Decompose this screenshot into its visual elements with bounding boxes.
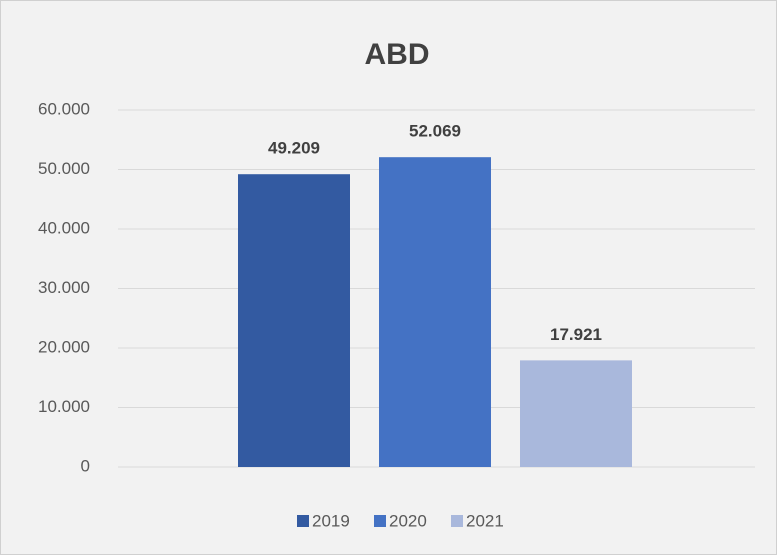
y-tick-label: 40.000 — [38, 218, 90, 237]
legend-label: 2021 — [466, 511, 504, 530]
y-tick-label: 10.000 — [38, 397, 90, 416]
legend-label: 2020 — [389, 511, 427, 530]
legend-swatch — [374, 515, 386, 527]
bar — [238, 174, 350, 467]
y-tick-label: 0 — [81, 456, 90, 475]
y-tick-label: 30.000 — [38, 278, 90, 297]
y-tick-label: 50.000 — [38, 159, 90, 178]
data-label: 17.921 — [550, 325, 602, 344]
bar — [379, 157, 491, 467]
chart-title: ABD — [365, 38, 430, 71]
bar — [520, 360, 632, 467]
legend-swatch — [297, 515, 309, 527]
y-tick-label: 60.000 — [38, 99, 90, 118]
legend-label: 2019 — [312, 511, 350, 530]
data-label: 49.209 — [268, 139, 320, 158]
legend-swatch — [451, 515, 463, 527]
y-tick-label: 20.000 — [38, 337, 90, 356]
data-label: 52.069 — [409, 122, 461, 141]
